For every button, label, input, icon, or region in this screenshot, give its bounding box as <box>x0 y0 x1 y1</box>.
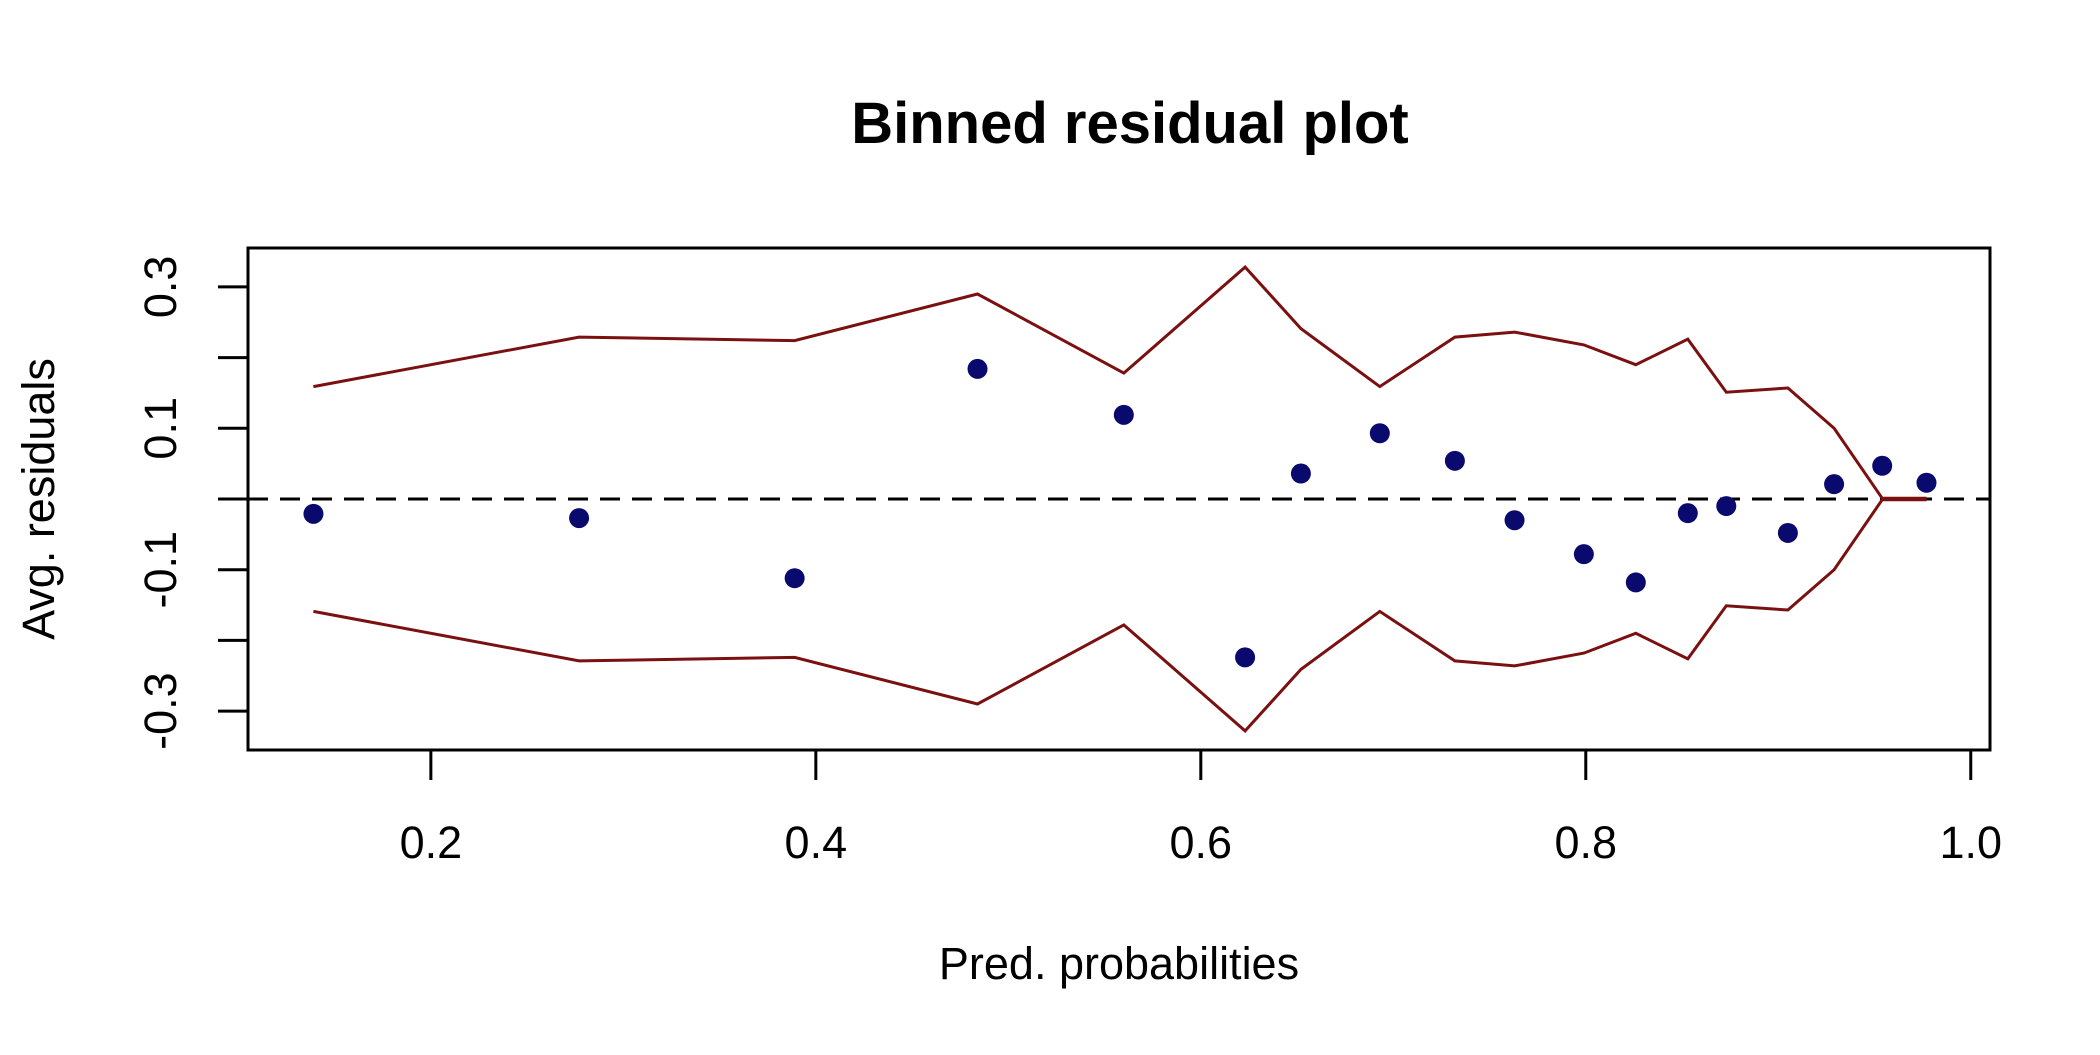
residual-point <box>1573 544 1594 565</box>
chart-title: Binned residual plot <box>851 91 1409 156</box>
x-axis: 0.2 0.4 0.6 0.8 1.0 <box>400 748 2002 868</box>
residual-point <box>1872 455 1893 476</box>
y-tick-label: -0.3 <box>135 672 186 750</box>
residual-point <box>569 508 590 529</box>
residual-point <box>1290 463 1311 484</box>
residual-point <box>784 568 805 589</box>
residual-point <box>1916 472 1937 493</box>
residual-point <box>967 358 988 379</box>
residual-point <box>1716 496 1737 517</box>
residual-point <box>1444 450 1465 471</box>
x-tick-label: 0.4 <box>785 817 848 868</box>
residual-point <box>1625 572 1646 593</box>
residual-point <box>1677 503 1698 524</box>
x-tick-label: 0.8 <box>1554 817 1617 868</box>
lower-bound-line <box>313 498 1927 733</box>
x-axis-label: Pred. probabilities <box>939 938 1299 989</box>
x-tick-label: 0.2 <box>400 817 463 868</box>
x-tick-label: 0.6 <box>1170 817 1233 868</box>
y-tick-label: 0.3 <box>135 256 186 319</box>
plot-area <box>248 265 1990 733</box>
residual-point <box>1504 510 1525 531</box>
y-tick-label: 0.1 <box>135 397 186 460</box>
residual-point <box>1369 423 1390 444</box>
residual-point <box>1824 474 1845 495</box>
residual-point <box>1113 404 1134 425</box>
x-tick-label: 1.0 <box>1939 817 2002 868</box>
y-axis-label: Avg. residuals <box>13 358 64 640</box>
residual-point <box>1235 647 1256 668</box>
y-axis: -0.3 -0.1 0.1 0.3 <box>135 256 250 750</box>
residual-point <box>1777 522 1798 543</box>
y-tick-label: -0.1 <box>135 531 186 609</box>
upper-bound-line <box>313 265 1927 500</box>
residual-point <box>303 503 324 524</box>
